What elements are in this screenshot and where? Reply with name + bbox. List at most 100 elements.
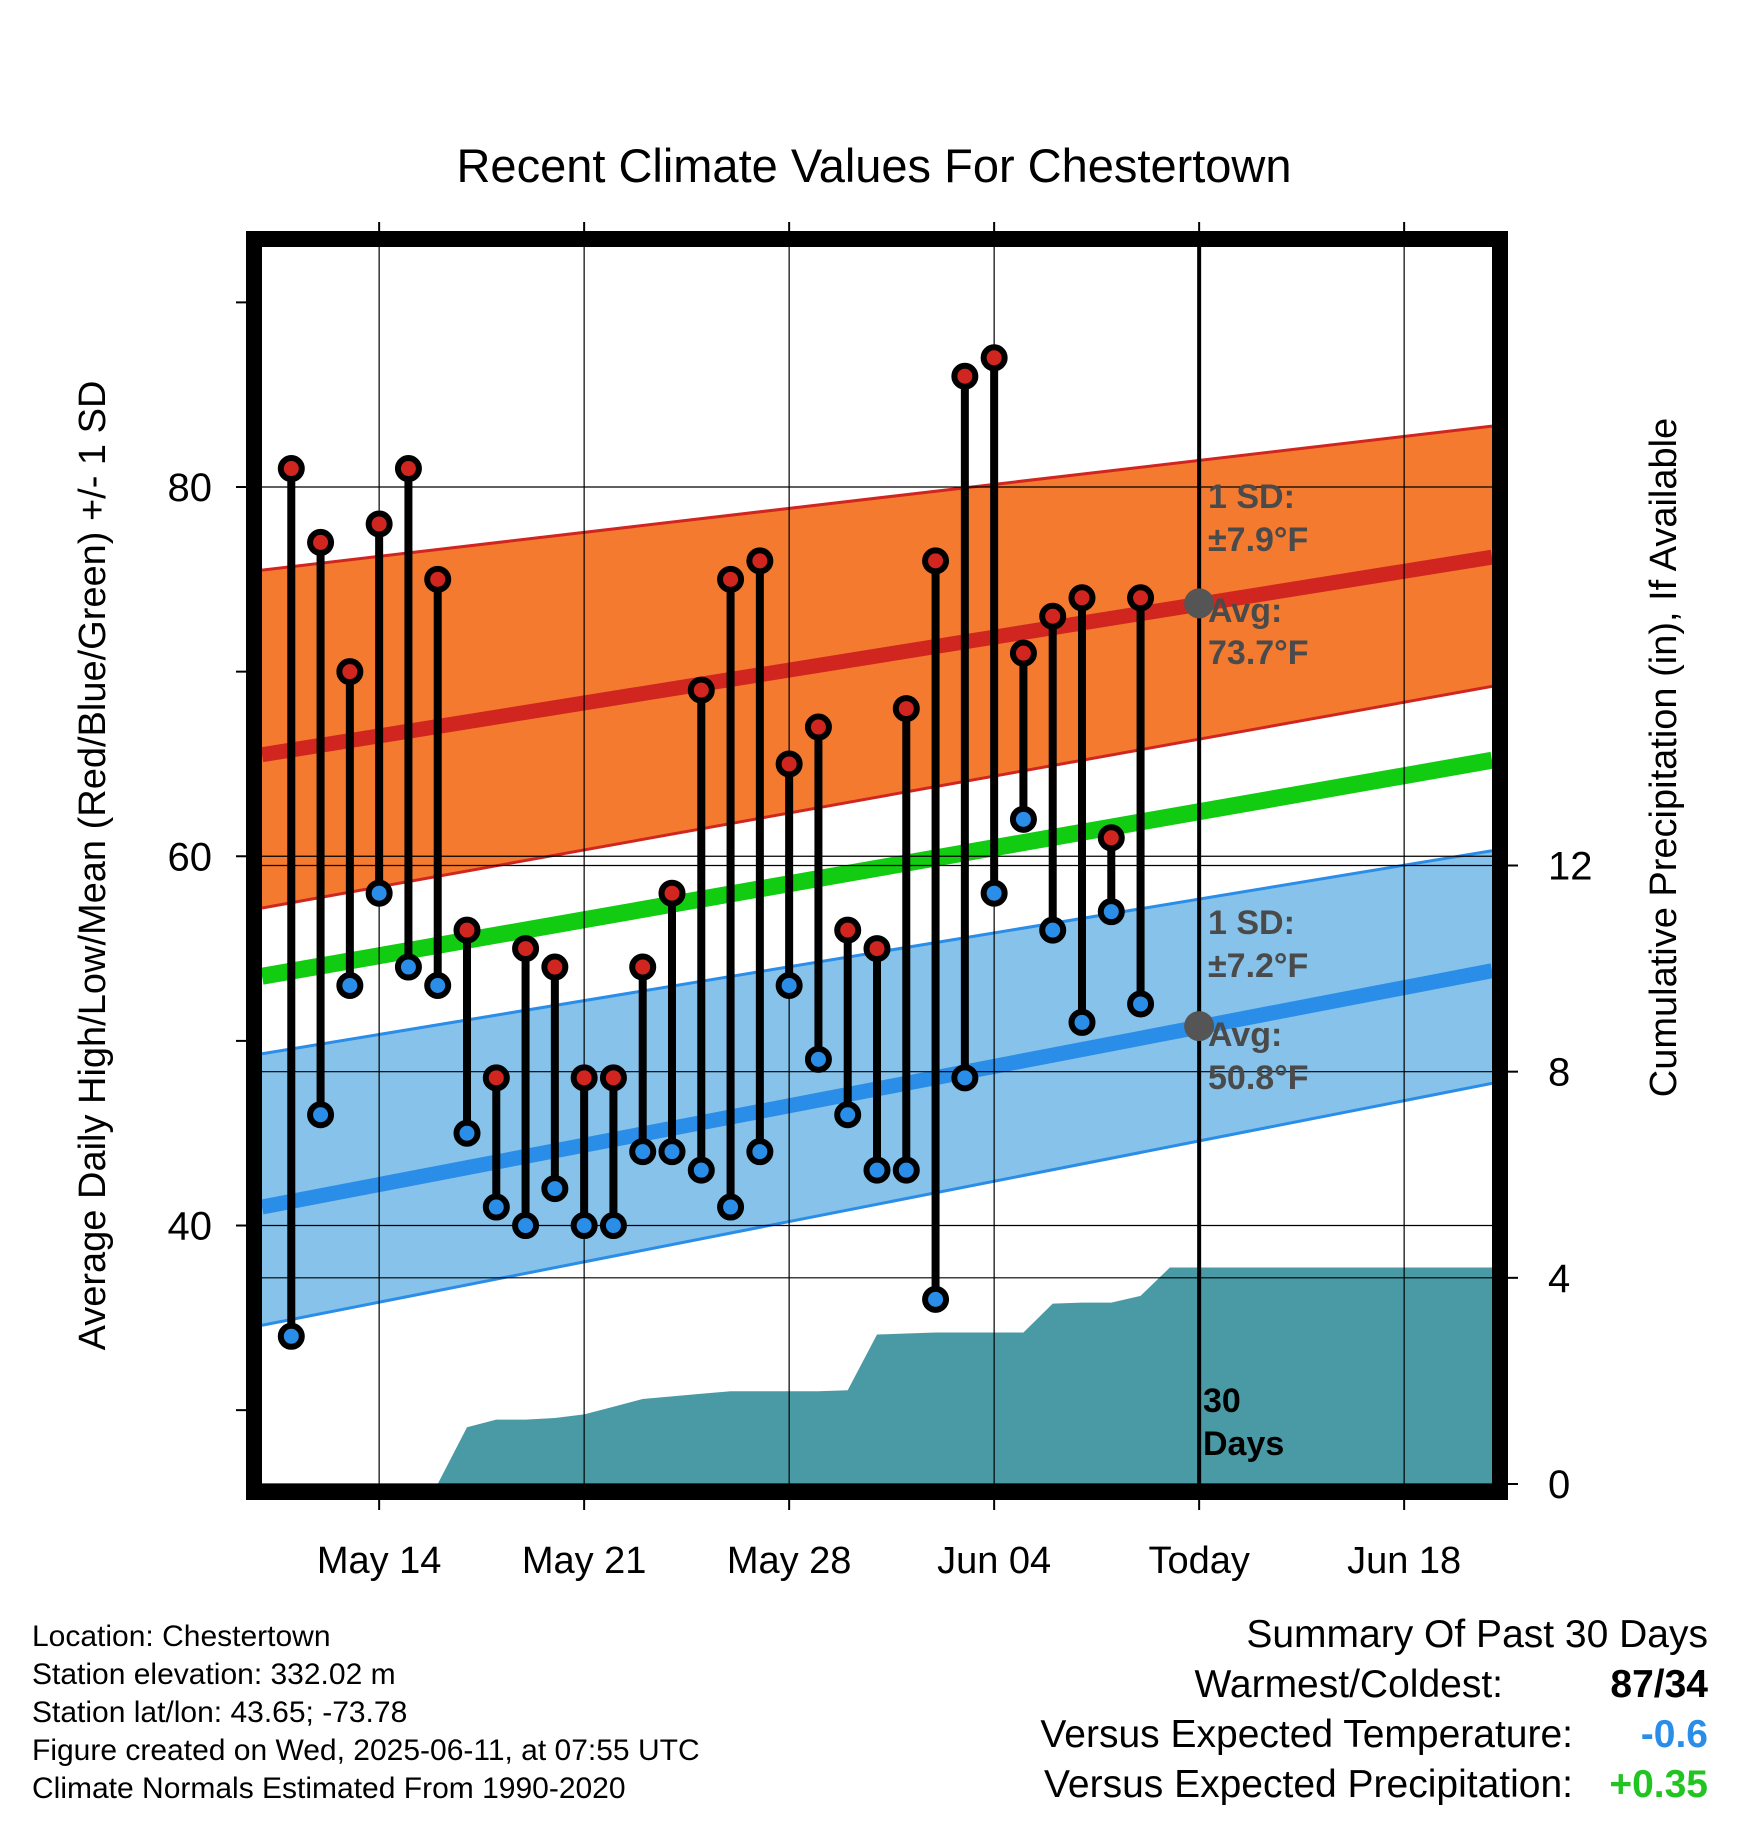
high-temp-point [980, 344, 1008, 372]
low-temp-point [1039, 916, 1067, 944]
high-temp-point [804, 713, 832, 741]
high-temp-point [834, 916, 862, 944]
summary-panel: Summary Of Past 30 Days Warmest/Coldest:… [1040, 1610, 1708, 1810]
high-temp-point [570, 1064, 598, 1092]
low-temp-point [951, 1064, 979, 1092]
y-axis-title: Average Daily High/Low/Mean (Red/Blue/Gr… [72, 381, 114, 1351]
y2-axis-title: Cumulative Precipitation (in), If Availa… [1643, 418, 1685, 1097]
y-tick-label-0: 40 [168, 1205, 213, 1249]
high-temp-point [1068, 584, 1096, 612]
y-tick-label-1: 60 [168, 835, 213, 879]
high-temp-point [775, 750, 803, 778]
low-temp-point [277, 1322, 305, 1350]
low-sd-value: ±7.2°F [1208, 947, 1308, 985]
low-temp-point [922, 1285, 950, 1313]
high-temp-point [1009, 639, 1037, 667]
high-temp-point [307, 528, 335, 556]
high-normal-line [262, 549, 1492, 763]
low-temp-point [1009, 805, 1037, 833]
temp-vs-expected-value: -0.6 [1640, 1713, 1708, 1756]
summary-heading-text: Summary Of Past 30 Days [1246, 1613, 1708, 1656]
summary-warmest-row: Warmest/Coldest: 87/34 [1040, 1660, 1708, 1710]
low-temp-point [746, 1138, 774, 1166]
y2-tick-label-2: 8 [1548, 1051, 1570, 1095]
low-temp-point [512, 1212, 540, 1240]
y-tick-label-2: 80 [168, 466, 213, 510]
low-temp-point [1097, 898, 1125, 926]
low-temp-point [570, 1212, 598, 1240]
low-temp-point [658, 1138, 686, 1166]
high-temp-point [277, 455, 305, 483]
climate-chart: 1 SD: ±7.9°F Avg: 73.7°F 1 SD: ±7.2°F Avg: 50.8… [72, 222, 1685, 1582]
high-temp-point [541, 953, 569, 981]
low-sd-label: 1 SD: [1208, 904, 1295, 942]
low-temp-point [717, 1193, 745, 1221]
warmest-value: 87/34 [1610, 1663, 1708, 1706]
plot-area [262, 247, 1492, 1484]
high-temp-point [951, 362, 979, 390]
x-tick-label-0: May 14 [317, 1540, 442, 1582]
high-avg-marker [1184, 588, 1215, 619]
high-temp-point [394, 455, 422, 483]
low-temp-point [687, 1156, 715, 1184]
high-sd-band [262, 426, 1492, 908]
high-temp-point [1127, 584, 1155, 612]
summary-temp-row: Versus Expected Temperature: -0.6 [1040, 1710, 1708, 1760]
low-temp-point [1127, 990, 1155, 1018]
period-label-line2: Days [1203, 1425, 1284, 1463]
high-temp-point [453, 916, 481, 944]
x-tick-label-3: Jun 04 [937, 1540, 1051, 1582]
chart-title: Recent Climate Values For Chestertown [456, 139, 1292, 192]
summary-precip-row: Versus Expected Precipitation: +0.35 [1040, 1760, 1708, 1810]
high-avg-label: Avg: [1208, 592, 1282, 630]
high-sd-value: ±7.9°F [1208, 521, 1308, 559]
low-temp-point [482, 1193, 510, 1221]
temp-vs-expected-label: Versus Expected Temperature: [1040, 1713, 1573, 1756]
high-temp-point [1097, 824, 1125, 852]
latlon-text: Station lat/lon: 43.65; -73.78 [32, 1696, 408, 1729]
high-sd-band-lower-edge [262, 684, 1492, 910]
low-temp-point [1068, 1008, 1096, 1036]
summary-heading: Summary Of Past 30 Days [1040, 1610, 1708, 1660]
low-temp-point [863, 1156, 891, 1184]
x-tick-label-4: Today [1148, 1540, 1249, 1582]
precip-vs-expected-label: Versus Expected Precipitation: [1044, 1763, 1573, 1806]
high-sd-band-upper-edge [262, 424, 1492, 572]
high-temp-point [687, 676, 715, 704]
y2-tick-label-1: 4 [1548, 1257, 1570, 1301]
low-temp-point [599, 1212, 627, 1240]
elevation-text: Station elevation: 332.02 m [32, 1658, 396, 1691]
high-temp-point [482, 1064, 510, 1092]
high-temp-point [863, 935, 891, 963]
high-temp-point [1039, 602, 1067, 630]
precip-vs-expected-value: +0.35 [1609, 1763, 1708, 1806]
high-temp-point [424, 565, 452, 593]
high-temp-point [658, 879, 686, 907]
low-avg-marker [1184, 1011, 1215, 1042]
high-temp-point [365, 510, 393, 538]
x-tick-label-5: Jun 18 [1347, 1540, 1461, 1582]
low-temp-point [307, 1101, 335, 1129]
location-text: Location: Chestertown [32, 1620, 331, 1653]
high-avg-value: 73.7°F [1208, 634, 1309, 672]
low-temp-point [541, 1175, 569, 1203]
low-sd-band-lower-edge [262, 1081, 1492, 1327]
low-temp-point [980, 879, 1008, 907]
precip-area [262, 1267, 1492, 1484]
created-text: Figure created on Wed, 2025-06-11, at 07… [32, 1734, 700, 1767]
high-temp-point [599, 1064, 627, 1092]
low-temp-point [804, 1045, 832, 1073]
plot-frame [246, 231, 1508, 1500]
low-temp-point [775, 972, 803, 1000]
low-temp-point [394, 953, 422, 981]
high-sd-label: 1 SD: [1208, 478, 1295, 516]
high-temp-point [892, 695, 920, 723]
low-temp-point [365, 879, 393, 907]
high-temp-point [512, 935, 540, 963]
low-temp-point [424, 972, 452, 1000]
low-avg-label: Avg: [1208, 1016, 1282, 1054]
normals-text: Climate Normals Estimated From 1990-2020 [32, 1772, 626, 1805]
high-temp-point [717, 565, 745, 593]
low-avg-value: 50.8°F [1208, 1059, 1309, 1097]
high-temp-point [746, 547, 774, 575]
